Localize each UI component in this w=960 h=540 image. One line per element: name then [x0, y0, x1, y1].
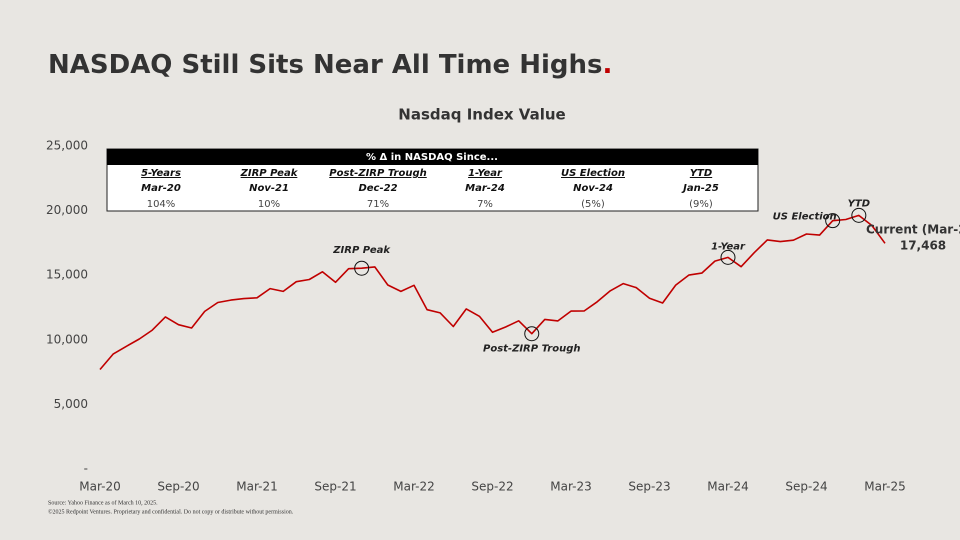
column-date: Nov-21: [249, 183, 289, 194]
column-date: Jan-25: [681, 183, 719, 194]
annotation-label: YTD: [848, 198, 870, 209]
source-note: Source: Yahoo Finance as of March 10, 20…: [48, 499, 158, 506]
column-name: YTD: [690, 168, 712, 179]
chart-title: Nasdaq Index Value: [398, 106, 565, 124]
x-tick-label: Mar-25: [864, 480, 905, 494]
title-mark: .: [603, 50, 613, 80]
x-tick-label: Mar-22: [393, 480, 434, 494]
table-title: % Δ in NASDAQ Since...: [366, 152, 498, 163]
column-value: 7%: [477, 199, 493, 210]
column-value: (9%): [689, 199, 713, 210]
column-name: ZIRP Peak: [240, 168, 299, 179]
x-tick-label: Mar-24: [707, 480, 748, 494]
column-value: 71%: [367, 199, 389, 210]
current-label: 17,468: [900, 239, 946, 253]
y-tick-label: 10,000: [46, 332, 88, 346]
annotation-label: US Election: [773, 212, 837, 223]
column-value: 10%: [258, 199, 280, 210]
column-date: Mar-20: [141, 183, 181, 194]
y-tick-label: 5,000: [54, 397, 88, 411]
annotation-circle: [720, 249, 736, 265]
x-tick-label: Sep-23: [628, 480, 670, 494]
summary-table: % Δ in NASDAQ Since... 5-Years Mar-20 104%…: [106, 148, 759, 212]
column-value: 104%: [147, 199, 176, 210]
annotation-circle: [825, 213, 841, 229]
column-value: (5%): [581, 199, 605, 210]
annotation-circle: [354, 260, 370, 276]
x-tick-label: Sep-21: [314, 480, 356, 494]
x-tick-label: Sep-20: [157, 480, 199, 494]
table-header-bar: [107, 149, 758, 165]
x-tick-label: Mar-21: [236, 480, 277, 494]
current-label: Current (Mar-25): [866, 223, 960, 237]
annotation-label: ZIRP Peak: [332, 245, 391, 256]
index-line: [99, 214, 886, 371]
column-name: 5-Years: [141, 168, 181, 179]
title-text: NASDAQ Still Sits Near All Time Highs: [48, 50, 603, 80]
annotation-label: 1-Year: [711, 241, 746, 252]
x-tick-label: Sep-24: [785, 480, 827, 494]
annotation-label: Post-ZIRP Trough: [483, 344, 581, 355]
slide-title: NASDAQ Still Sits Near All Time Highs.: [48, 50, 612, 80]
column-date: Nov-24: [573, 183, 613, 194]
legal-note: ©2025 Redpoint Ventures. Proprietary and…: [48, 508, 294, 515]
column-name: Post-ZIRP Trough: [329, 168, 427, 179]
column-date: Dec-22: [358, 183, 397, 194]
y-tick-label: -: [84, 462, 88, 476]
x-tick-label: Mar-23: [550, 480, 591, 494]
x-tick-label: Mar-20: [79, 480, 120, 494]
y-tick-label: 25,000: [46, 139, 88, 153]
annotation-circle: [851, 207, 867, 223]
y-tick-label: 15,000: [46, 268, 88, 282]
y-tick-label: 20,000: [46, 203, 88, 217]
annotation-circle: [524, 326, 540, 342]
column-name: 1-Year: [468, 168, 503, 179]
column-name: US Election: [561, 168, 625, 179]
column-date: Mar-24: [465, 183, 505, 194]
x-tick-label: Sep-22: [471, 480, 513, 494]
